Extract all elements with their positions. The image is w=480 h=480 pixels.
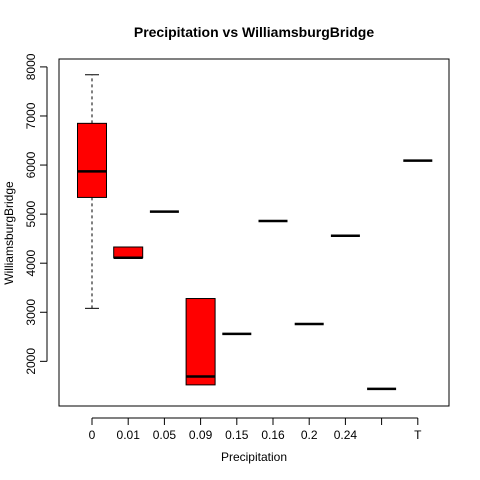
x-tick-label: 0.2 xyxy=(301,428,318,442)
x-axis-label: Precipitation xyxy=(221,450,287,464)
x-tick-label: 0.05 xyxy=(153,428,177,442)
chart-title: Precipitation vs WilliamsburgBridge xyxy=(134,24,374,40)
y-tick-label: 5000 xyxy=(24,200,38,227)
x-tick-label: T xyxy=(414,428,422,442)
plot-frame xyxy=(58,58,450,407)
y-tick-label: 6000 xyxy=(24,151,38,178)
x-tick-label: 0.01 xyxy=(117,428,141,442)
x-tick-label: 0.15 xyxy=(225,428,249,442)
box-iqr xyxy=(113,246,144,259)
y-tick-label: 2000 xyxy=(24,348,38,375)
y-axis-label: WilliamsburgBridge xyxy=(2,181,16,285)
x-tick-label: 0.16 xyxy=(261,428,285,442)
box-iqr xyxy=(185,298,216,386)
y-tick-label: 4000 xyxy=(24,250,38,277)
x-tick-label: 0 xyxy=(89,428,96,442)
y-tick-label: 3000 xyxy=(24,299,38,326)
y-tick-label: 8000 xyxy=(24,53,38,80)
x-tick-label: 0.09 xyxy=(189,428,213,442)
plot-layer: 2000 3000 4000 5000 6000 7000 8000 0 0.01 0.05 0.0… xyxy=(24,53,433,442)
box-iqr xyxy=(77,122,107,198)
y-tick-label: 7000 xyxy=(24,102,38,129)
x-tick-label: 0.24 xyxy=(334,428,358,442)
